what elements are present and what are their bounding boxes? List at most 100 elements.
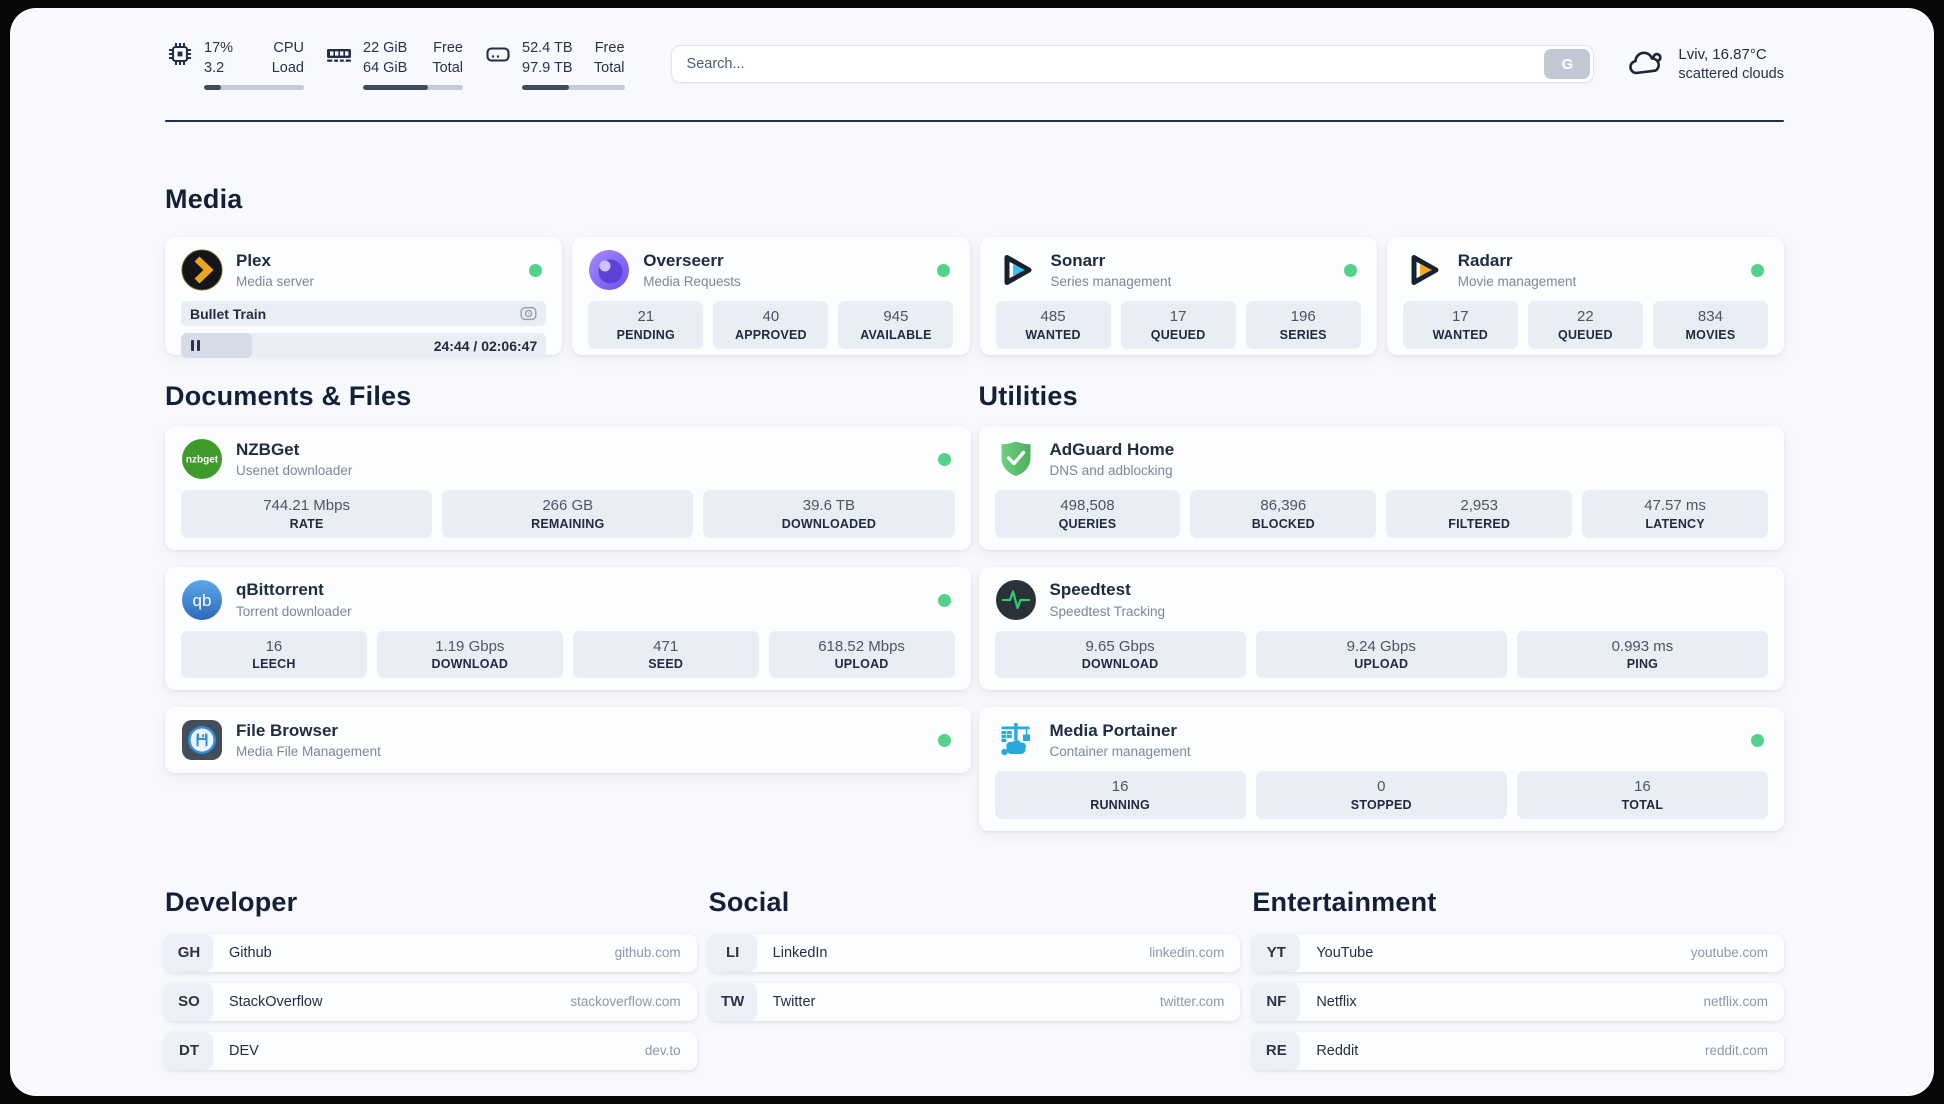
link-abbr-badge: NF [1252, 982, 1301, 1021]
app-card-filebrowser[interactable]: File Browser Media File Management [165, 707, 971, 773]
stat-box-download: 1.19 Gbps DOWNLOAD [376, 630, 563, 678]
cpu-percent: 17% [204, 39, 234, 56]
link-row-twitter[interactable]: TW Twitter twitter.com [708, 982, 1241, 1021]
link-url: twitter.com [1159, 994, 1225, 1009]
link-row-netflix[interactable]: NF Netflix netflix.com [1252, 982, 1784, 1021]
app-card-portainer[interactable]: Media Portainer Container management 16 RUN… [978, 707, 1784, 831]
app-title-speedtest: Speedtest [1049, 580, 1131, 600]
stat-box-pending: 21 PENDING [588, 301, 704, 349]
stat-box-queries: 498,508 QUERIES [994, 490, 1181, 538]
search-input[interactable] [670, 45, 1595, 83]
stat-label: FILTERED [1448, 516, 1511, 531]
stat-label: UPLOAD [834, 657, 889, 671]
links-column-social: Social LI LinkedIn linkedin.com TW Twitter twi… [708, 886, 1241, 1081]
app-titles: Plex Media server [236, 251, 314, 289]
stat-label: QUERIES [1058, 516, 1117, 531]
stat-value: 485 [1040, 308, 1066, 325]
app-subtitle-filebrowser: Media File Management [236, 744, 381, 760]
cloud-icon [1629, 51, 1662, 75]
stat-value: 22 [1577, 308, 1594, 325]
search-engine-button[interactable]: G [1544, 49, 1591, 79]
status-dot-online [1343, 264, 1357, 277]
status-dot-online [1751, 734, 1764, 747]
disk-progress-bar [522, 85, 625, 91]
link-row-youtube[interactable]: YT YouTube youtube.com [1252, 933, 1784, 972]
link-row-github[interactable]: GH Github github.com [165, 933, 697, 972]
stat-label: MOVIES [1685, 327, 1736, 342]
disk-label-2: Total [593, 60, 625, 76]
app-card-radarr[interactable]: Radarr Movie management 17 WANTED 22 QUEUED 83… [1386, 237, 1784, 355]
stat-box-wanted: 485 WANTED [995, 301, 1111, 349]
stat-label: RATE [289, 516, 324, 531]
status-dot-online [937, 453, 951, 466]
stat-label: UPLOAD [1354, 657, 1409, 671]
app-card-plex[interactable]: Plex Media server Bullet Train 24:44 / 02:0… [165, 237, 563, 358]
stat-value: 0 [1377, 778, 1386, 795]
app-header-filebrowser: File Browser Media File Management [181, 719, 955, 761]
stat-box-blocked: 86,396 BLOCKED [1190, 490, 1377, 538]
stat-label: SEED [648, 657, 684, 671]
disk-total: 97.9 TB [522, 60, 573, 76]
app-subtitle-qbittorrent: Torrent downloader [236, 603, 352, 619]
app-subtitle-sonarr: Series management [1050, 274, 1172, 290]
stat-value: 40 [762, 308, 780, 325]
link-name: YouTube [1316, 944, 1374, 961]
camera-icon[interactable] [520, 306, 537, 321]
link-url: stackoverflow.com [570, 994, 681, 1009]
stat-value: 9.24 Gbps [1346, 637, 1416, 655]
app-card-overseerr[interactable]: Overseerr Media Requests 21 PENDING 40 APPROV… [572, 237, 970, 355]
stat-row: 485 WANTED 17 QUEUED 196 SERIES [995, 301, 1361, 349]
stat-label: DOWNLOAD [431, 657, 509, 671]
section-title-social: Social [708, 886, 790, 917]
stat-box-seed: 471 SEED [572, 630, 759, 678]
app-subtitle-nzbget: Usenet downloader [236, 463, 353, 479]
stat-box-wanted: 17 WANTED [1402, 301, 1518, 349]
stat-box-available: 945 AVAILABLE [838, 301, 954, 349]
link-url: linkedin.com [1149, 945, 1225, 960]
radarr-icon [1403, 249, 1445, 291]
cpu-monitor: 17% 3.2 CPU Load [165, 38, 304, 91]
app-card-nzbget[interactable]: nzbget NZBGet Usenet downloader 744.21 Mbps… [165, 426, 971, 550]
stat-row: 744.21 Mbps RATE 266 GB REMAINING 39.6 TB DOW… [181, 490, 955, 538]
link-url: reddit.com [1704, 1043, 1768, 1058]
link-row-dev[interactable]: DT DEV dev.to [165, 1031, 697, 1070]
app-header-qbittorrent: qb qBittorrent Torrent downloader [181, 579, 955, 621]
stat-value: 16 [1634, 778, 1651, 795]
stat-label: LATENCY [1645, 516, 1705, 531]
portainer-icon [995, 719, 1037, 761]
section-title-developer: Developer [165, 886, 298, 917]
link-row-stackoverflow[interactable]: SO StackOverflow stackoverflow.com [165, 982, 697, 1021]
pause-icon[interactable] [191, 340, 200, 351]
app-header-nzbget: nzbget NZBGet Usenet downloader [181, 438, 955, 480]
app-title-sonarr: Sonarr [1050, 250, 1106, 270]
app-card-sonarr[interactable]: Sonarr Series management 485 WANTED 17 QUEUED… [979, 237, 1377, 355]
plex-icon [181, 249, 223, 291]
app-card-adguard[interactable]: AdGuard Home DNS and adblocking 498,508 QUE… [978, 426, 1784, 550]
link-url: youtube.com [1690, 945, 1768, 960]
speedtest-icon [995, 579, 1037, 621]
stat-label: STOPPED [1350, 797, 1412, 812]
app-subtitle-adguard: DNS and adblocking [1049, 463, 1173, 479]
overseerr-icon [588, 249, 630, 291]
app-title-adguard: AdGuard Home [1049, 439, 1175, 459]
link-row-linkedin[interactable]: LI LinkedIn linkedin.com [708, 933, 1241, 972]
stat-row: 16 RUNNING 0 STOPPED 16 TOTAL [994, 771, 1769, 819]
stat-label: DOWNLOAD [1081, 657, 1159, 671]
stat-label: TOTAL [1621, 797, 1664, 812]
link-row-reddit[interactable]: RE Reddit reddit.com [1252, 1031, 1784, 1070]
cpu-label-1: CPU [273, 39, 304, 56]
app-titles: Speedtest Speedtest Tracking [1050, 580, 1166, 618]
weather-widget[interactable]: Lviv, 16.87°C scattered clouds [1626, 44, 1784, 85]
stat-value: 945 [883, 308, 909, 325]
stat-value: 16 [265, 637, 283, 655]
app-card-speedtest[interactable]: Speedtest Speedtest Tracking 9.65 Gbps DOWN… [978, 566, 1784, 690]
link-abbr-badge: YT [1252, 933, 1301, 972]
sonarr-icon [996, 249, 1038, 291]
playback-progress-bar[interactable]: 24:44 / 02:06:47 [181, 333, 547, 358]
app-card-qbittorrent[interactable]: qb qBittorrent Torrent downloader 16 LEECH 1.… [165, 566, 971, 690]
stat-row: 498,508 QUERIES 86,396 BLOCKED 2,953 FILTERED… [994, 490, 1768, 538]
app-title-filebrowser: File Browser [236, 720, 339, 740]
stat-label: WANTED [1025, 327, 1081, 342]
disk-icon [486, 47, 510, 62]
weather-location-temp: Lviv, 16.87°C [1678, 45, 1767, 63]
